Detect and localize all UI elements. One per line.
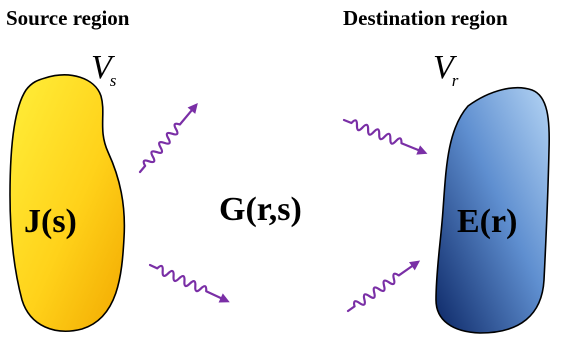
wavy-arrow-icon xyxy=(138,103,198,174)
destination-volume-symbol: Vr xyxy=(433,49,459,90)
destination-title: Destination region xyxy=(343,6,508,30)
green-function-label: G(r,s) xyxy=(219,191,302,228)
wavy-arrow-icon xyxy=(342,118,428,155)
destination-quantity-label: E(r) xyxy=(457,203,517,240)
source-volume-subscript: s xyxy=(110,71,117,90)
source-title: Source region xyxy=(6,6,130,30)
source-volume-symbol: Vs xyxy=(91,49,117,90)
source-quantity-label: J(s) xyxy=(24,203,77,240)
destination-region-shape xyxy=(435,86,551,334)
wavy-arrow-icon xyxy=(148,263,230,303)
destination-volume-subscript: r xyxy=(452,71,459,90)
wavy-arrow-icon xyxy=(346,260,421,313)
source-region-shape xyxy=(9,74,126,332)
